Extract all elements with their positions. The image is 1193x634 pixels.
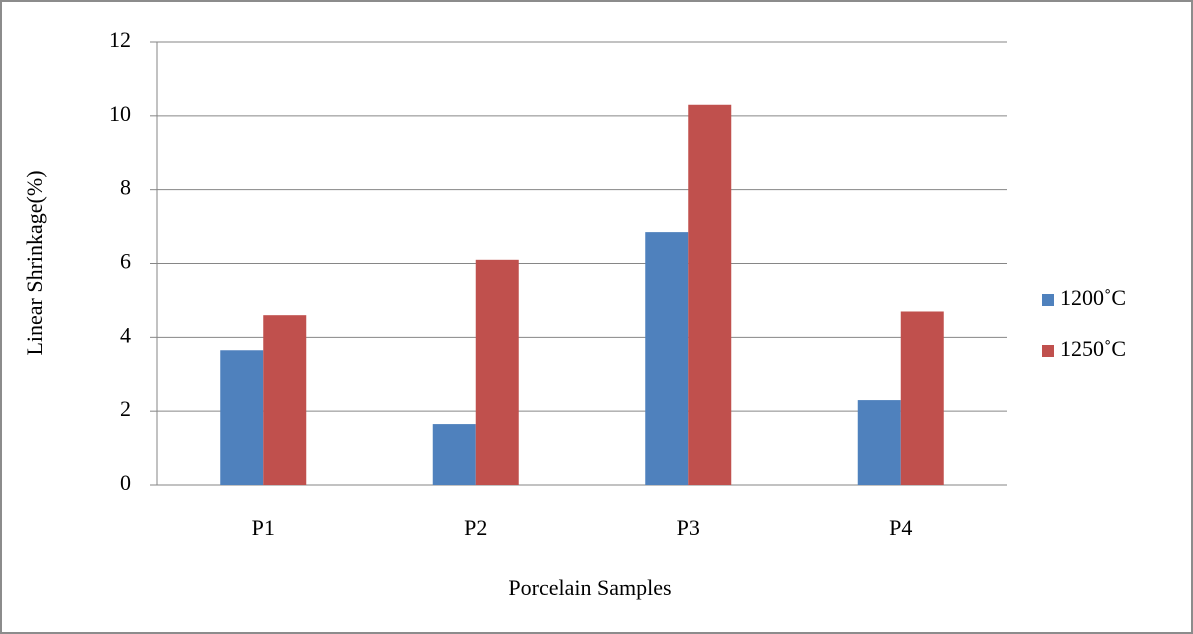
y-axis-label: Linear Shrinkage(%) — [22, 170, 47, 355]
legend-swatch — [1042, 345, 1054, 357]
y-tick-label: 10 — [109, 101, 131, 126]
legend-swatch — [1042, 294, 1054, 306]
bar — [900, 311, 944, 485]
legend-label: 1200˚C — [1060, 285, 1126, 310]
y-tick-label: 4 — [120, 322, 131, 347]
y-tick-label: 8 — [120, 175, 131, 200]
x-tick-label: P4 — [889, 515, 912, 540]
x-tick-label: P3 — [677, 515, 700, 540]
y-tick-label: 0 — [120, 470, 131, 495]
bar — [645, 232, 689, 485]
bar — [220, 350, 264, 485]
y-tick-label: 12 — [109, 27, 131, 52]
x-tick-label: P2 — [464, 515, 487, 540]
y-tick-label: 2 — [120, 396, 131, 421]
bar — [432, 424, 476, 485]
bar — [857, 400, 901, 485]
x-axis-label: Porcelain Samples — [508, 575, 671, 600]
bar — [263, 315, 307, 485]
bar — [688, 104, 732, 485]
legend-label: 1250˚C — [1060, 336, 1126, 361]
y-tick-label: 6 — [120, 249, 131, 274]
bar — [475, 259, 519, 485]
x-tick-label: P1 — [252, 515, 275, 540]
